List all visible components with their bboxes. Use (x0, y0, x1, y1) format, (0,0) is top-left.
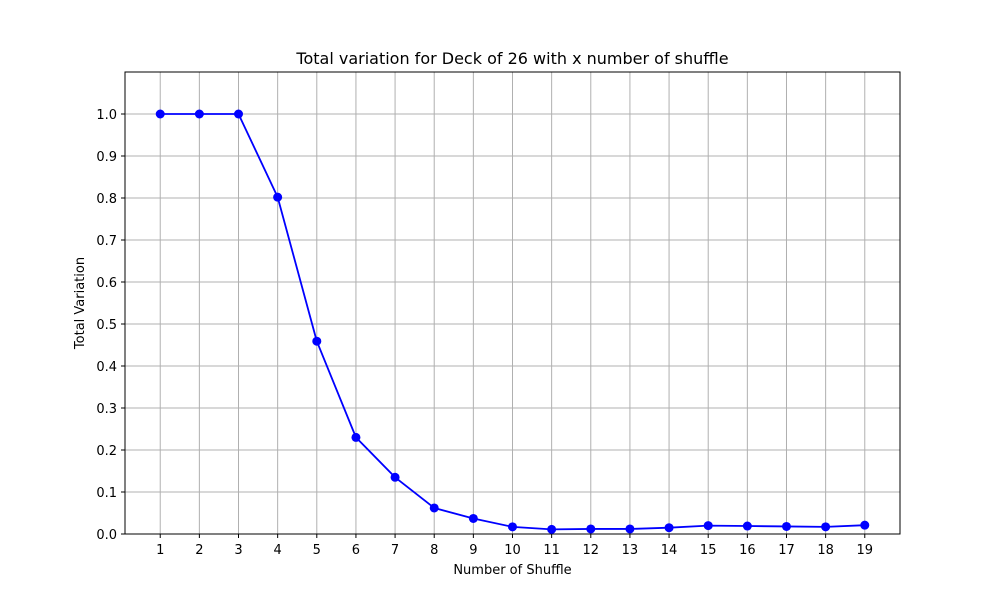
x-tick-label: 6 (352, 543, 360, 558)
x-tick-label: 15 (700, 543, 717, 558)
data-point-marker (312, 336, 322, 346)
x-tick-label: 16 (739, 543, 756, 558)
x-tick-label: 9 (469, 543, 477, 558)
data-point-marker (821, 522, 831, 532)
y-tick-label: 0.8 (96, 192, 117, 207)
y-tick-label: 0.0 (96, 528, 117, 543)
y-tick-label: 0.1 (96, 486, 117, 501)
data-point-marker (742, 521, 752, 531)
x-tick-label: 13 (622, 543, 639, 558)
y-tick-label: 0.3 (96, 402, 117, 417)
data-point-marker (508, 522, 517, 532)
data-point-marker (273, 192, 283, 202)
data-point-marker (781, 521, 791, 531)
data-point-marker (155, 109, 165, 119)
y-tick-label: 1.0 (96, 108, 117, 123)
x-tick-label: 18 (817, 543, 834, 558)
x-tick-label: 4 (274, 543, 282, 558)
y-tick-label: 0.5 (96, 318, 117, 333)
x-tick-label: 7 (391, 543, 399, 558)
x-tick-label: 10 (504, 543, 521, 558)
x-axis-label: Number of Shuffle (453, 563, 571, 578)
data-point-marker (586, 524, 596, 534)
x-tick-label: 14 (661, 543, 678, 558)
x-tick-label: 2 (195, 543, 203, 558)
x-tick-label: 12 (583, 543, 600, 558)
y-axis-label: Total Variation (73, 257, 88, 350)
x-tick-label: 5 (313, 543, 321, 558)
data-point-marker (664, 523, 674, 533)
x-tick-label: 8 (430, 543, 438, 558)
y-tick-label: 0.4 (96, 360, 117, 375)
y-tick-label: 0.9 (96, 150, 117, 165)
y-tick-label: 0.7 (96, 234, 117, 249)
data-series (155, 109, 870, 534)
data-point-marker (468, 513, 478, 523)
data-point-marker (860, 520, 870, 530)
x-tick-label: 11 (543, 543, 560, 558)
data-point-marker (429, 503, 439, 513)
data-point-marker (547, 524, 557, 534)
y-tick-label: 0.6 (96, 276, 117, 291)
x-tick-label: 19 (856, 543, 873, 558)
data-point-marker (194, 109, 204, 119)
y-tick-label: 0.2 (96, 444, 117, 459)
axis-ticks: 1 2 3 4 5 6 7 8 9 10 11 12 13 14 15 16 17 18 190.00.10.20.… (96, 108, 873, 558)
x-tick-label: 1 (156, 543, 164, 558)
data-point-marker (234, 109, 244, 119)
x-tick-label: 3 (234, 543, 242, 558)
chart-title: Total variation for Deck of 26 with x nu… (295, 49, 728, 68)
data-point-marker (351, 432, 361, 442)
data-point-marker (390, 472, 400, 482)
grid (125, 72, 900, 535)
data-point-marker (625, 524, 635, 534)
x-tick-label: 17 (778, 543, 795, 558)
data-point-marker (703, 521, 713, 531)
